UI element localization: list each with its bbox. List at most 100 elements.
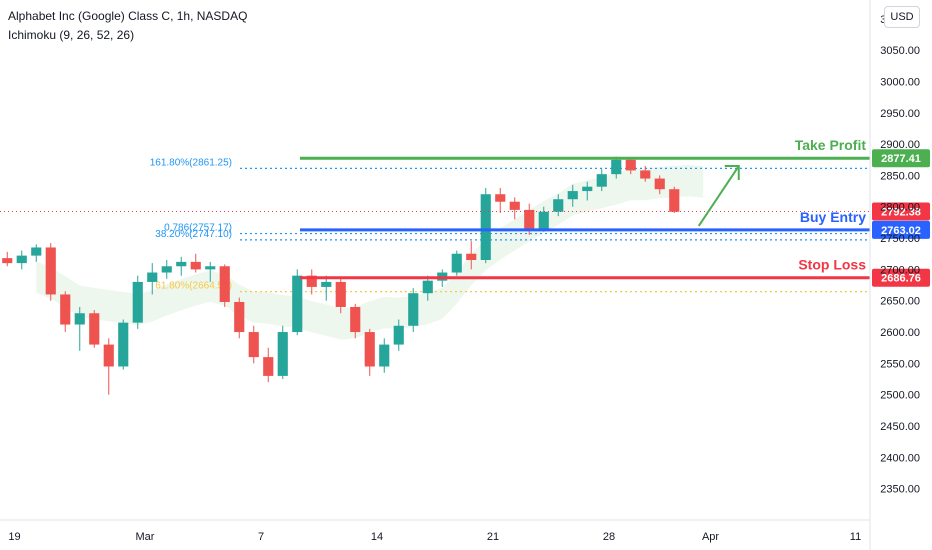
fib-label: 61.80%(2664.55) <box>155 281 232 292</box>
candle <box>509 197 520 220</box>
candle <box>16 250 27 270</box>
candle-body <box>176 261 187 267</box>
candle-body <box>567 191 578 200</box>
y-tick-label: 2400.00 <box>880 452 920 464</box>
candle <box>422 275 433 301</box>
candle <box>451 250 462 276</box>
candle-body <box>640 170 651 179</box>
currency-button[interactable]: USD <box>884 6 920 28</box>
candle <box>45 243 56 301</box>
candle-body <box>669 189 680 212</box>
candle-body <box>31 247 42 256</box>
candle <box>176 256 187 276</box>
y-tick-label: 2500.00 <box>880 390 920 402</box>
y-tick-label: 2350.00 <box>880 484 920 496</box>
candle <box>611 156 622 179</box>
candle-body <box>321 281 332 287</box>
candle-body <box>147 272 158 282</box>
candle <box>625 157 636 175</box>
fib-label: 0.786(2757.17) <box>164 223 232 234</box>
x-tick-label: 11 <box>850 531 861 543</box>
candle <box>2 251 13 267</box>
level-name: Buy Entry <box>800 209 866 225</box>
candle-body <box>408 293 419 326</box>
candle <box>379 338 390 373</box>
candle-body <box>393 325 404 345</box>
candle-body <box>335 281 346 307</box>
candle <box>480 187 491 264</box>
candle <box>248 325 259 364</box>
level-name: Take Profit <box>795 137 867 153</box>
fib-label: 38.20%(2747.10) <box>155 229 232 240</box>
chart-title: Alphabet Inc (Google) Class C, 1h, NASDA… <box>8 9 248 23</box>
fibonacci-levels: 161.80%(2861.25) 0.786(2757.17)38.20%(274… <box>150 157 870 293</box>
y-tick-label: 2850.00 <box>880 170 920 182</box>
candle <box>277 325 288 380</box>
candle-body <box>234 301 245 333</box>
candle <box>321 275 332 301</box>
fib-label: 161.80%(2861.25) <box>150 157 232 168</box>
candle <box>132 275 143 329</box>
candle-body <box>161 266 172 273</box>
y-tick-label: 2650.00 <box>880 296 920 308</box>
cloud-band <box>36 164 704 340</box>
candle <box>596 169 607 192</box>
candle <box>408 288 419 333</box>
price-tag-label: 2877.41 <box>881 153 921 165</box>
candle-body <box>277 332 288 376</box>
y-tick-label: 2450.00 <box>880 421 920 433</box>
candle <box>147 263 158 295</box>
candle-body <box>60 294 71 325</box>
candle <box>292 269 303 336</box>
candle <box>161 260 172 279</box>
x-tick-label: 19 <box>8 531 20 543</box>
candle-body <box>89 313 100 345</box>
candle <box>74 306 85 351</box>
price-tag-label: 2792.38 <box>881 207 921 219</box>
price-levels: Take Profit 2877.41 Buy Entry 2763.02 Stop L… <box>0 137 930 287</box>
candle-body <box>466 253 477 260</box>
candle <box>582 181 593 201</box>
candle-body <box>118 322 129 367</box>
candle-body <box>480 194 491 260</box>
price-tag <box>872 202 930 221</box>
candle <box>364 328 375 376</box>
price-tag-label: 2763.02 <box>881 225 921 237</box>
candle <box>669 186 680 214</box>
y-tick-label: 2800.00 <box>880 202 920 214</box>
candle-body <box>625 159 636 171</box>
candle <box>190 253 201 273</box>
candle-body <box>306 275 317 287</box>
candle <box>335 276 346 314</box>
candle <box>538 206 549 232</box>
candle-body <box>596 174 607 187</box>
target-arrow-head <box>724 165 740 181</box>
candle <box>350 303 361 339</box>
candle-body <box>205 266 216 270</box>
price-tag-label: 2686.76 <box>881 273 921 285</box>
candles <box>2 156 680 395</box>
candle <box>393 319 404 351</box>
candle-body <box>538 211 549 229</box>
candle <box>219 264 230 307</box>
candle-body <box>74 313 85 325</box>
candle-body <box>524 209 535 229</box>
x-tick-label: 14 <box>371 531 383 543</box>
candle-body <box>132 281 143 323</box>
y-tick-label: 2900.00 <box>880 139 920 151</box>
candle-body <box>16 255 27 264</box>
candle-body <box>292 275 303 333</box>
indicator-label: Ichimoku (9, 26, 52, 26) <box>8 28 135 42</box>
candle <box>118 319 129 370</box>
candle-body <box>263 357 274 376</box>
candle <box>60 291 71 333</box>
candle-body <box>611 159 622 175</box>
x-tick-label: 21 <box>487 531 499 543</box>
candle-body <box>45 247 56 295</box>
candle-body <box>350 306 361 333</box>
price-tag <box>872 268 930 287</box>
target-arrow <box>697 165 740 227</box>
candle-body <box>553 199 564 212</box>
